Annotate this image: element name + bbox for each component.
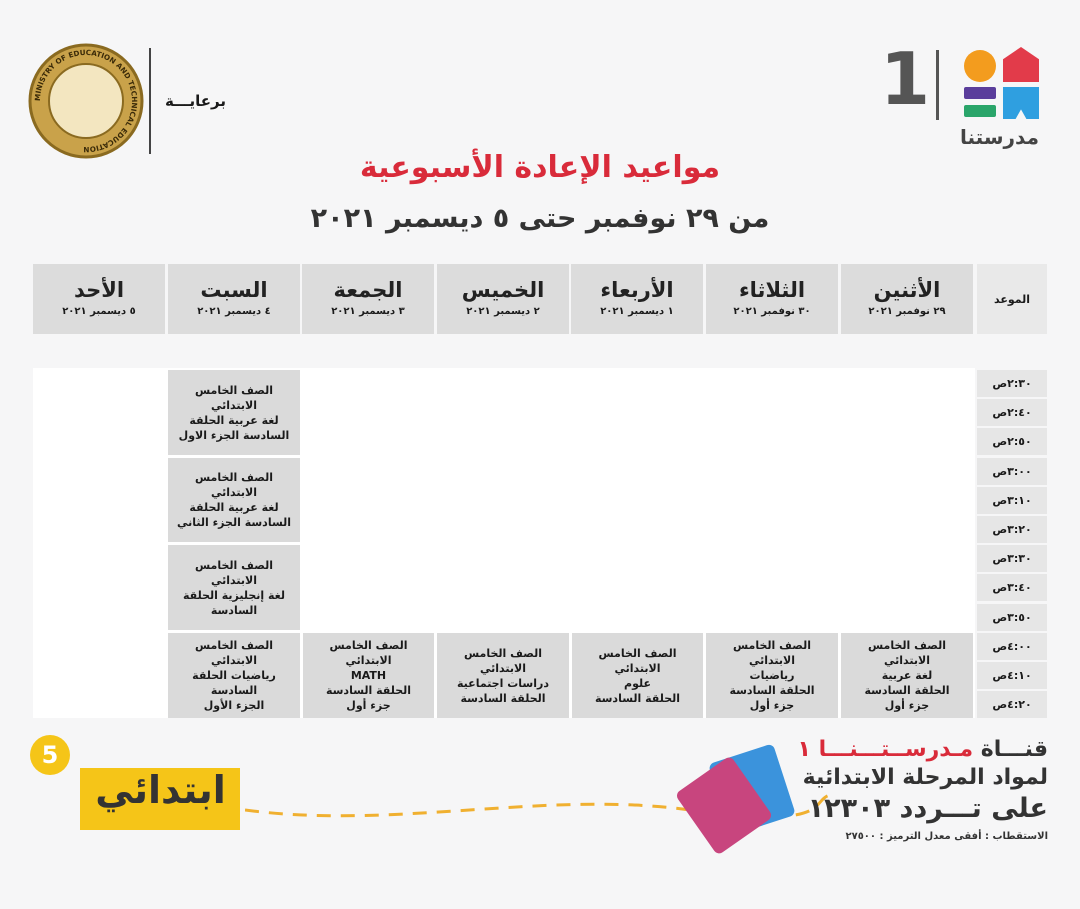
- day-date: ٣ ديسمبر ٢٠٢١: [331, 306, 405, 317]
- day-date: ٥ ديسمبر ٢٠٢١: [62, 306, 136, 317]
- day-name: الثلاثاء: [738, 278, 806, 302]
- cell-monday-400: الصف الخامس الابتدائي لغة عربية الحلقة ا…: [841, 633, 973, 718]
- day-name: الأحد: [73, 278, 125, 302]
- cell-friday-400: الصف الخامس الابتدائي MATH الحلقة السادس…: [303, 633, 434, 718]
- day-date: ١ ديسمبر ٢٠٢١: [600, 306, 674, 317]
- day-header: السبت ٤ ديسمبر ٢٠٢١: [168, 264, 300, 334]
- dashed-path-decoration: [245, 793, 830, 819]
- channel-prefix: قنـــاة: [980, 737, 1048, 762]
- grade-badge-text: ابتدائي: [95, 768, 226, 812]
- day-name: الخميس: [461, 278, 545, 302]
- time-slot: ٣:٠٠ص: [977, 457, 1047, 485]
- cell-tuesday-400: الصف الخامس الابتدائي رياضيات الحلقة الس…: [706, 633, 838, 718]
- grade-badge-number: 5: [30, 735, 70, 775]
- ministry-seal-logo: MINISTRY OF EDUCATION AND TECHNICAL EDUC…: [28, 43, 144, 159]
- time-slot: ٣:٣٠ص: [977, 545, 1047, 573]
- logo-number: 1: [880, 37, 931, 121]
- cell-saturday-230: الصف الخامس الابتدائي لغة عربية الحلقة ا…: [168, 370, 300, 455]
- cell-saturday-330: الصف الخامس الابتدائي لغة إنجليزية الحلق…: [168, 545, 300, 630]
- day-header: الأثنين ٢٩ نوفمبر ٢٠٢١: [841, 264, 973, 334]
- time-slot: ٤:٠٠ص: [977, 632, 1047, 660]
- time-slot: ٣:٢٠ص: [977, 516, 1047, 543]
- channel-logo: 1 مدرستنا: [880, 37, 1050, 155]
- reception-info: الاستقطاب : أفقى معدل الترميز : ٢٧٥٠٠: [845, 831, 1048, 842]
- grade-badge: 5 ابتدائي: [30, 735, 245, 830]
- time-slot: ٤:١٠ص: [977, 662, 1047, 689]
- page-title: مواعيد الإعادة الأسبوعية: [359, 150, 721, 185]
- cell-saturday-300: الصف الخامس الابتدائي لغة عربية الحلقة ا…: [168, 458, 300, 542]
- channel-line: قنـــاة مـدرســتـــنـــا ١: [798, 737, 1049, 763]
- frequency-line: على تـــردد ١٢٣٠٣: [807, 793, 1048, 824]
- day-header: الأربعاء ١ ديسمبر ٢٠٢١: [571, 264, 703, 334]
- time-slot: ٣:٥٠ص: [977, 603, 1047, 631]
- time-slot: ٤:٢٠ص: [977, 691, 1047, 719]
- time-slot: ٢:٣٠ص: [977, 370, 1047, 397]
- page-subtitle: من ٢٩ نوفمبر حتى ٥ ديسمبر ٢٠٢١: [310, 203, 770, 234]
- logo-name: مدرستنا: [960, 125, 1039, 149]
- time-slot: ٢:٤٠ص: [977, 399, 1047, 427]
- day-header: الثلاثاء ٣٠ نوفمبر ٢٠٢١: [706, 264, 838, 334]
- stage-line: لمواد المرحلة الابتدائية: [802, 765, 1048, 790]
- sponsor-label: برعايـــة: [165, 92, 226, 110]
- cell-thursday-400: الصف الخامس الابتدائي دراسات اجتماعية ال…: [437, 633, 569, 718]
- time-slot: ٢:٥٠ص: [977, 428, 1047, 456]
- day-date: ٤ ديسمبر ٢٠٢١: [197, 306, 271, 317]
- day-name: الجمعة: [333, 278, 403, 302]
- day-date: ٢٩ نوفمبر ٢٠٢١: [868, 306, 946, 317]
- day-name: الأربعاء: [600, 278, 674, 302]
- time-slot: ٣:١٠ص: [977, 486, 1047, 514]
- header-divider: [149, 48, 151, 154]
- day-header: الجمعة ٣ ديسمبر ٢٠٢١: [302, 264, 434, 334]
- cell-saturday-400: الصف الخامس الابتدائي رياضيات الحلقة الس…: [168, 633, 300, 718]
- cell-wednesday-400: الصف الخامس الابتدائي علوم الحلقة السادس…: [572, 633, 703, 718]
- channel-name: مـدرســتـــنـــا ١: [797, 737, 974, 762]
- day-header: الأحد ٥ ديسمبر ٢٠٢١: [33, 264, 165, 334]
- day-date: ٣٠ نوفمبر ٢٠٢١: [733, 306, 811, 317]
- day-name: الأثنين: [873, 278, 941, 302]
- day-header: الخميس ٢ ديسمبر ٢٠٢١: [437, 264, 569, 334]
- day-name: السبت: [200, 278, 268, 302]
- time-slot: ٣:٤٠ص: [977, 574, 1047, 602]
- day-date: ٢ ديسمبر ٢٠٢١: [466, 306, 540, 317]
- time-column-header: الموعد: [977, 264, 1047, 334]
